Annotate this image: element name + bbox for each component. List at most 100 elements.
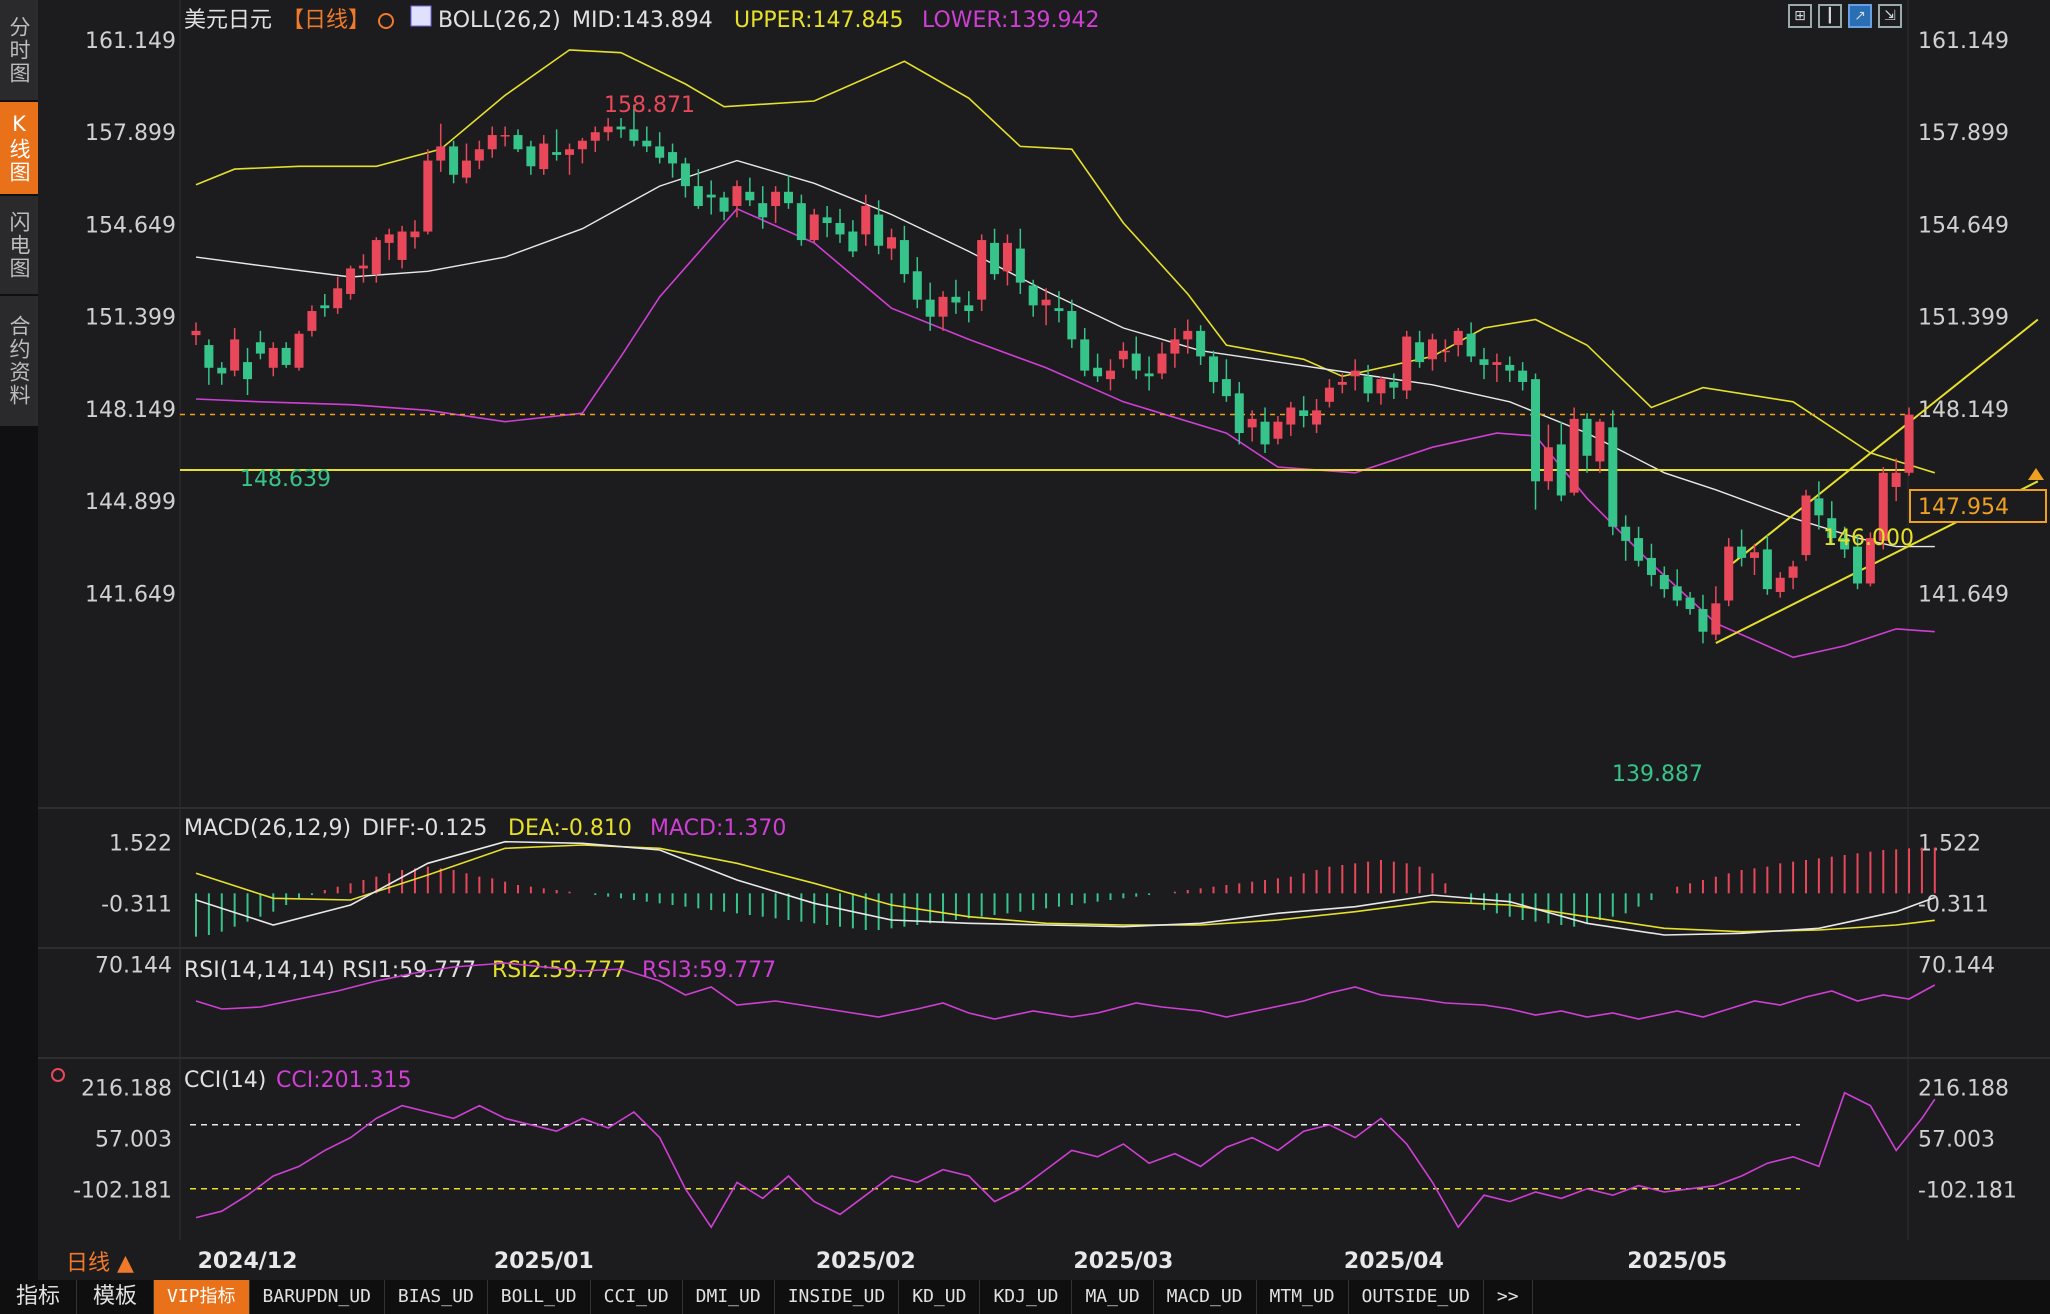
x-axis-label-1: 2025/01 <box>494 1249 594 1274</box>
candle-body <box>1479 359 1489 365</box>
candle-body <box>1427 339 1437 360</box>
bottom-tab-9[interactable]: KD_UD <box>899 1280 981 1314</box>
candle-body <box>268 347 278 368</box>
candle-body <box>1904 414 1914 473</box>
bottom-tab-10[interactable]: KDJ_UD <box>980 1280 1073 1314</box>
side-tab-bar: 分时图 K线图 闪电图 合约资料 <box>0 0 38 1280</box>
candle-body <box>1788 566 1798 578</box>
candle-body <box>951 296 961 303</box>
bottom-tab-13[interactable]: MTM_UD <box>1257 1280 1349 1314</box>
tab-kline[interactable]: K线图 <box>0 102 38 196</box>
candle-body <box>1183 330 1193 340</box>
candle-body <box>577 140 587 150</box>
price-tick-right-3: 151.399 <box>1918 306 2009 331</box>
candle-body <box>706 194 716 198</box>
candle-body <box>629 129 639 141</box>
candle-body <box>1221 379 1231 397</box>
cci-tick-left-0: 216.188 <box>81 1077 172 1102</box>
candle-body <box>461 160 471 178</box>
candle-body <box>1595 421 1605 462</box>
price-tick-left-2: 154.649 <box>85 213 176 238</box>
candle-body <box>1492 362 1502 365</box>
grid-icon[interactable]: ⊞ <box>1788 4 1812 28</box>
bottom-tab-0[interactable]: 指标 <box>0 1280 78 1314</box>
bottom-tab-3[interactable]: BARUPDN_UD <box>250 1280 385 1314</box>
tab-contract-info[interactable]: 合约资料 <box>0 296 38 428</box>
boll-upper-line <box>195 49 1936 474</box>
candle-body <box>358 265 368 269</box>
tab-flash-chart[interactable]: 闪电图 <box>0 196 38 296</box>
candle-body <box>887 237 897 249</box>
tab-time-sharing[interactable]: 分时图 <box>0 0 38 102</box>
candle-body <box>320 305 330 309</box>
price-tick-right-0: 161.149 <box>1918 29 2009 54</box>
candle-body <box>1543 447 1553 482</box>
price-tick-left-3: 151.399 <box>85 306 176 331</box>
bottom-tab-12[interactable]: MACD_UD <box>1154 1280 1257 1314</box>
bottom-tab-4[interactable]: BIAS_UD <box>385 1280 488 1314</box>
candle-body <box>1518 370 1528 382</box>
candle-body <box>1556 444 1566 496</box>
candle-body <box>1531 379 1541 482</box>
boll-indicator-icon <box>410 5 432 27</box>
bottom-tab-11[interactable]: MA_UD <box>1072 1280 1154 1314</box>
candle-body <box>1015 248 1025 283</box>
rsi3-value: RSI3:59.777 <box>642 958 776 983</box>
bottom-tab-8[interactable]: INSIDE_UD <box>775 1280 900 1314</box>
candle-body <box>1646 557 1656 575</box>
price-tick-right-6: 141.649 <box>1918 582 2009 607</box>
boll-mid-value: MID:143.894 <box>572 8 713 33</box>
bottom-tab-5[interactable]: BOLL_UD <box>488 1280 591 1314</box>
candle-body <box>1234 393 1244 434</box>
chart-type-icon[interactable]: ↗ <box>1848 4 1872 28</box>
last-price-arrow-icon <box>2028 468 2044 480</box>
candle-body <box>1350 370 1360 377</box>
candle-body <box>1299 410 1309 417</box>
candle-body <box>1080 339 1090 371</box>
candle-body <box>474 149 484 161</box>
candle-body <box>1659 574 1669 590</box>
macd-tick-right-1: -0.311 <box>1918 893 1989 918</box>
hline-value-label: 146.000 <box>1823 526 1914 551</box>
period-selector[interactable]: 日线 ▲ <box>66 1251 134 1276</box>
bottom-tab-2[interactable]: VIP指标 <box>154 1280 250 1314</box>
candle-body <box>925 299 935 317</box>
macd-hist-value: MACD:1.370 <box>650 816 786 841</box>
cci-tick-right-0: 216.188 <box>1918 1077 2009 1102</box>
candle-body <box>1337 381 1347 385</box>
rsi-tick-right-0: 70.144 <box>1918 954 1995 979</box>
cci-label: CCI(14) <box>184 1068 266 1093</box>
candle-body <box>1093 367 1103 377</box>
macd-dea-value: DEA:-0.810 <box>508 816 632 841</box>
bottom-tab-1[interactable]: 模板 <box>77 1280 155 1314</box>
candle-body <box>1131 353 1141 371</box>
x-axis-label-5: 2025/05 <box>1627 1249 1727 1274</box>
candle-body <box>1415 342 1425 363</box>
low-price-label-left: 148.639 <box>240 467 331 492</box>
candle-body <box>693 186 703 207</box>
candle-body <box>1737 546 1747 558</box>
candles-icon[interactable]: ┃ <box>1818 4 1842 28</box>
candle-body <box>1582 418 1592 456</box>
candle-body <box>616 126 626 130</box>
candle-body <box>1634 538 1644 561</box>
candle-body <box>217 367 227 374</box>
candle-body <box>964 305 974 312</box>
candle-body <box>1389 381 1399 388</box>
symbol-title: 美元日元 <box>184 8 272 33</box>
candle-body <box>1247 418 1257 428</box>
candle-body <box>230 339 240 371</box>
candle-body <box>1878 472 1888 541</box>
candle-body <box>1054 308 1064 312</box>
bottom-tab-7[interactable]: DMI_UD <box>683 1280 775 1314</box>
cci-tick-right-1: 57.003 <box>1918 1128 1995 1153</box>
candle-body <box>1376 379 1386 394</box>
candle-body <box>1067 311 1077 340</box>
chart-canvas[interactable]: 161.149 161.149 157.899 157.899 154.649 154.6… <box>0 0 2050 1280</box>
candle-body <box>1621 526 1631 541</box>
export-icon[interactable]: ⇲ <box>1878 4 1902 28</box>
bottom-tab-15[interactable]: >> <box>1484 1280 1533 1314</box>
bottom-tab-14[interactable]: OUTSIDE_UD <box>1349 1280 1484 1314</box>
bottom-tab-6[interactable]: CCI_UD <box>591 1280 683 1314</box>
candle-body <box>1801 495 1811 556</box>
